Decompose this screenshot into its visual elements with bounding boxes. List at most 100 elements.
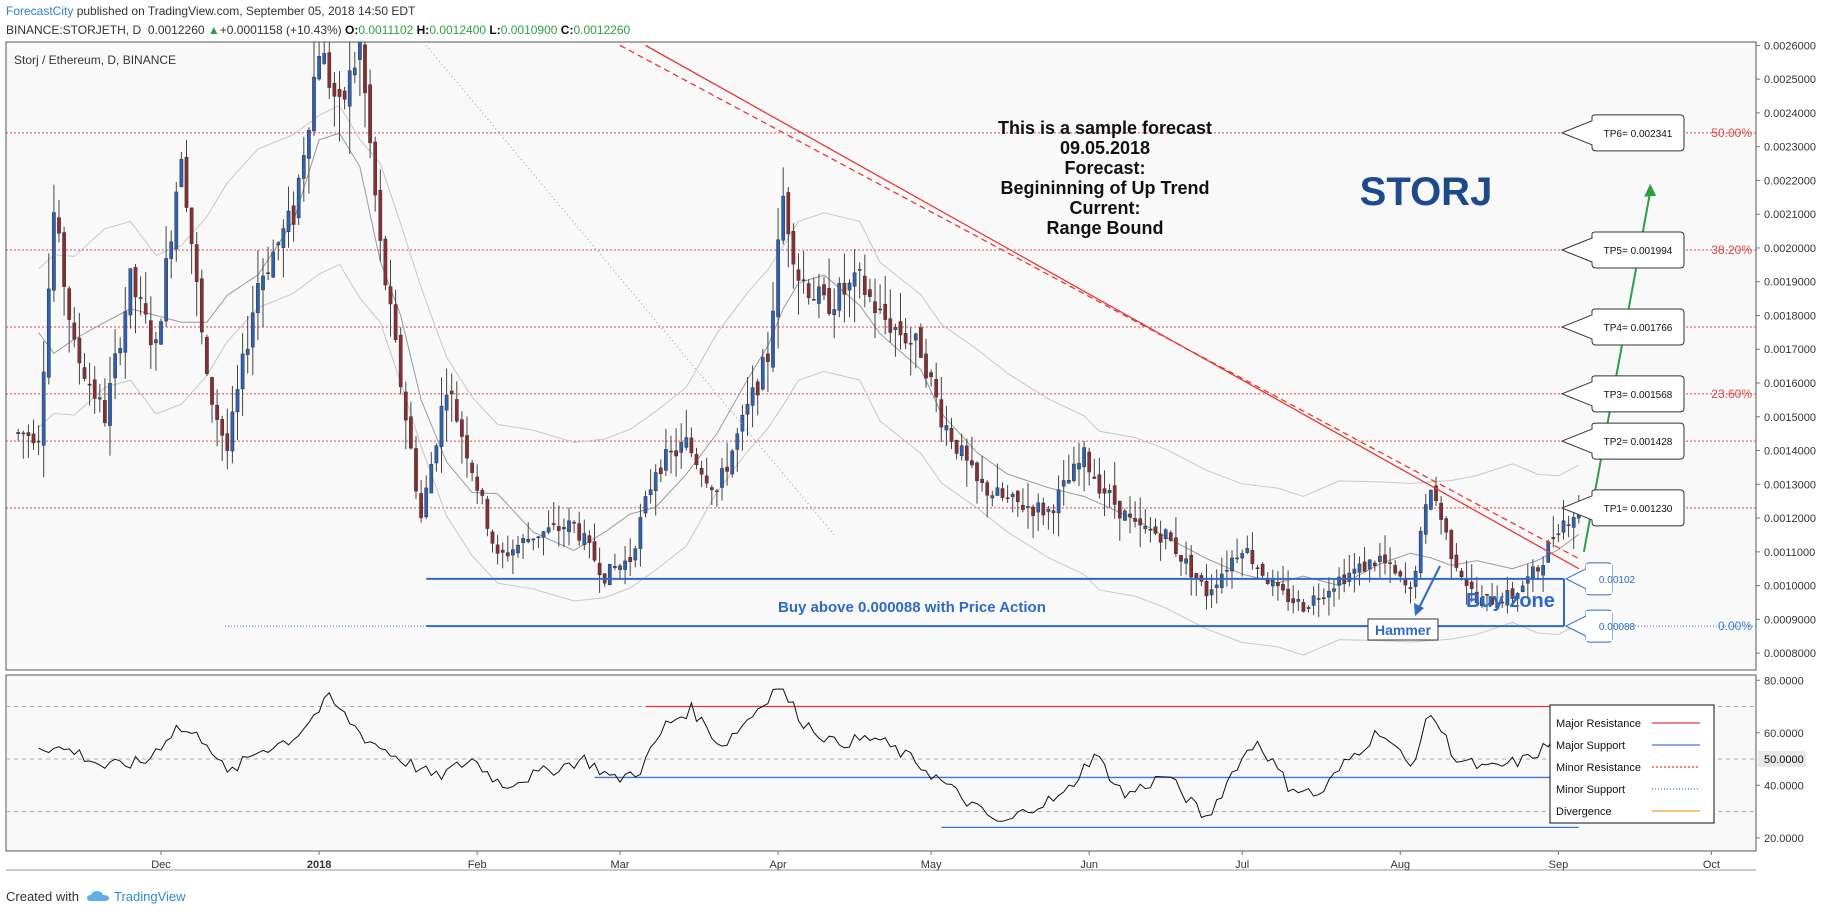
forecast-text-line: This is a sample forecast	[998, 118, 1212, 138]
candle	[322, 42, 327, 65]
candle	[82, 352, 87, 382]
target-callout: TP3= 0.001568	[1560, 375, 1685, 413]
candle-body	[256, 283, 260, 314]
candle	[1286, 570, 1290, 611]
candle	[1378, 542, 1382, 578]
low-label: L:	[489, 23, 501, 37]
time-axis-label: 2018	[307, 859, 331, 871]
candle-body	[383, 238, 388, 286]
author-link[interactable]: ForecastCity	[6, 4, 74, 18]
candle-body	[358, 42, 362, 60]
candle-body	[694, 454, 699, 465]
publish-line: ForecastCity published on TradingView.co…	[6, 2, 630, 21]
candle	[1531, 559, 1535, 592]
candle-body	[1021, 504, 1025, 510]
candle	[995, 463, 1000, 496]
candle	[1214, 569, 1219, 604]
zone-callout: 0.00088	[1564, 609, 1636, 643]
candle-body	[475, 476, 480, 491]
candle	[1015, 490, 1020, 517]
candle	[592, 523, 597, 563]
candle	[1158, 520, 1163, 561]
candle	[398, 327, 403, 395]
candle-body	[1168, 532, 1173, 541]
candle-body	[1301, 602, 1306, 612]
hammer-arrow	[1417, 565, 1441, 611]
candle	[766, 331, 770, 393]
candle-body	[1015, 490, 1020, 503]
candle	[526, 522, 531, 544]
candle	[725, 442, 729, 486]
tradingview-link[interactable]: TradingView	[114, 889, 186, 904]
candle	[1454, 542, 1459, 572]
candle-body	[985, 482, 990, 496]
candle	[1031, 504, 1035, 539]
candle-body	[801, 279, 806, 281]
candle	[1168, 530, 1173, 542]
candle-body	[781, 195, 786, 241]
candle-body	[1000, 488, 1005, 498]
candle-body	[1133, 518, 1137, 522]
candle-body	[684, 437, 689, 448]
candle-body	[1464, 578, 1469, 586]
candle	[261, 258, 265, 328]
candle-body	[1031, 506, 1035, 516]
candle	[1311, 586, 1316, 616]
price-axis-label: 0.0009000	[1764, 614, 1816, 626]
upper-band	[38, 105, 1580, 497]
candle-body	[556, 526, 561, 531]
candle-body	[449, 390, 454, 395]
high-value: 0.0012400	[429, 23, 487, 37]
candle-body	[230, 411, 235, 452]
candle	[1117, 500, 1122, 541]
candle-body	[613, 566, 617, 568]
candle-body	[1082, 447, 1086, 467]
rsi-axis-label: 60.0000	[1764, 728, 1804, 740]
candle-body	[460, 419, 464, 437]
candle	[908, 327, 913, 376]
close-value: 0.0012260	[573, 23, 631, 37]
candle	[664, 428, 668, 477]
candle	[87, 362, 92, 406]
candle-body	[1561, 520, 1566, 533]
candle-body	[740, 414, 745, 432]
candle	[913, 332, 918, 369]
candle-body	[429, 464, 434, 494]
candle-body	[1245, 548, 1250, 553]
candle-body	[1281, 584, 1285, 591]
candle	[980, 455, 984, 492]
candle	[536, 536, 541, 549]
candle	[97, 383, 102, 413]
candle-body	[1566, 524, 1571, 527]
candle	[878, 284, 882, 314]
candle-body	[1026, 506, 1030, 508]
candle-body	[837, 283, 842, 311]
candle-body	[995, 487, 1000, 496]
candle-body	[1444, 518, 1449, 533]
candle	[990, 490, 995, 507]
candle-body	[1474, 591, 1479, 603]
candle-body	[1250, 549, 1255, 565]
candle	[1480, 585, 1484, 608]
candle-body	[215, 404, 219, 420]
candle	[174, 182, 179, 262]
candle	[1230, 550, 1234, 589]
candle-body	[868, 289, 872, 297]
candle	[1209, 574, 1214, 608]
time-axis-label: Apr	[770, 859, 787, 871]
candle-body	[388, 286, 393, 305]
zone-callout-fill	[1586, 611, 1612, 642]
candle-body	[1480, 597, 1484, 607]
candle	[199, 269, 204, 345]
candle	[1082, 441, 1086, 492]
candle	[786, 187, 791, 268]
candle	[944, 405, 949, 446]
buy-zone-label: Buy zone	[1466, 590, 1555, 612]
candle	[169, 230, 174, 279]
price-axis-label: 0.0019000	[1764, 277, 1816, 289]
candle-body	[908, 342, 913, 345]
candle	[628, 538, 633, 577]
candle	[475, 464, 480, 505]
candle-body	[352, 67, 357, 76]
